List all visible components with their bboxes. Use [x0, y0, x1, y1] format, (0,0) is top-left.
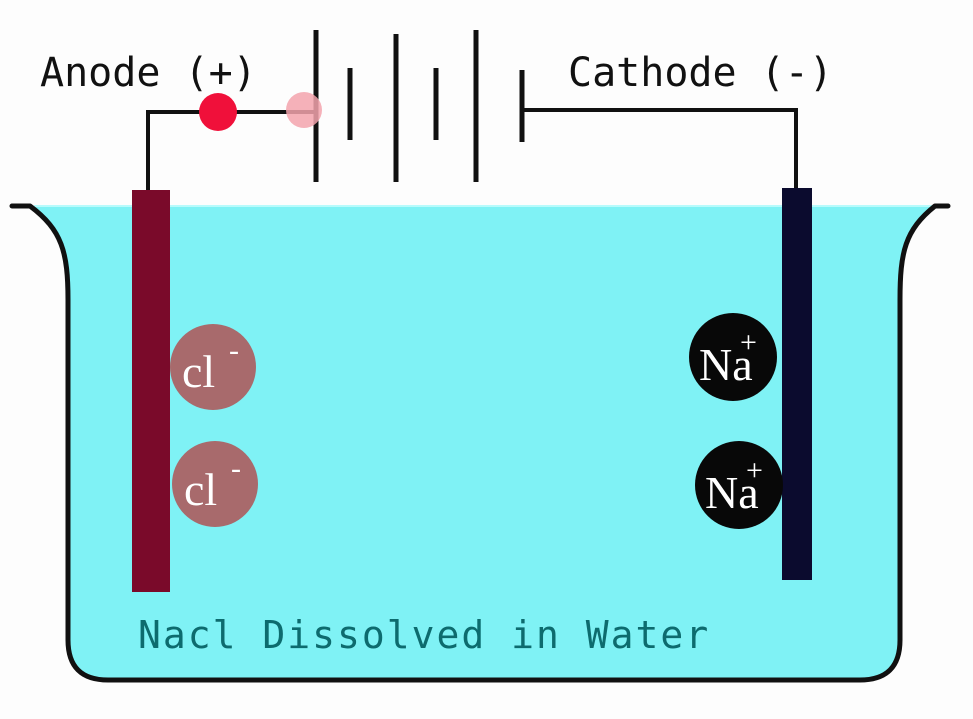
- electron-dot: [199, 93, 237, 131]
- cathode-wire: [522, 108, 798, 188]
- sodium-ion: Na +: [695, 441, 783, 529]
- sodium-ion-symbol: Na: [699, 339, 753, 390]
- battery: [313, 30, 525, 182]
- beaker-outline: [9, 203, 951, 683]
- cathode-label: Cathode (-): [568, 50, 833, 96]
- chloride-ion-symbol: cl: [182, 346, 215, 397]
- chloride-ion-charge: -: [231, 452, 241, 485]
- chloride-ion: cl -: [172, 441, 258, 527]
- anode-label: Anode (+): [40, 50, 257, 96]
- chloride-ion: cl -: [170, 324, 256, 410]
- cathode-electrode: [782, 188, 812, 580]
- chloride-ion-symbol: cl: [184, 464, 217, 515]
- solution-caption: Nacl Dissolved in Water: [138, 613, 710, 657]
- anode-wire: [146, 110, 316, 190]
- anode-electrode: [132, 190, 170, 592]
- sodium-ion-symbol: Na: [705, 467, 759, 518]
- chloride-ion-circle: [170, 324, 256, 410]
- sodium-ion-circle: [689, 313, 777, 401]
- chloride-ion-circle: [172, 441, 258, 527]
- chloride-ion-charge: -: [229, 334, 239, 367]
- electron-dot-faded: [286, 92, 322, 128]
- sodium-ion-charge: +: [740, 326, 757, 359]
- sodium-ion-circle: [695, 441, 783, 529]
- sodium-ion: Na +: [689, 313, 777, 401]
- sodium-ion-charge: +: [746, 454, 763, 487]
